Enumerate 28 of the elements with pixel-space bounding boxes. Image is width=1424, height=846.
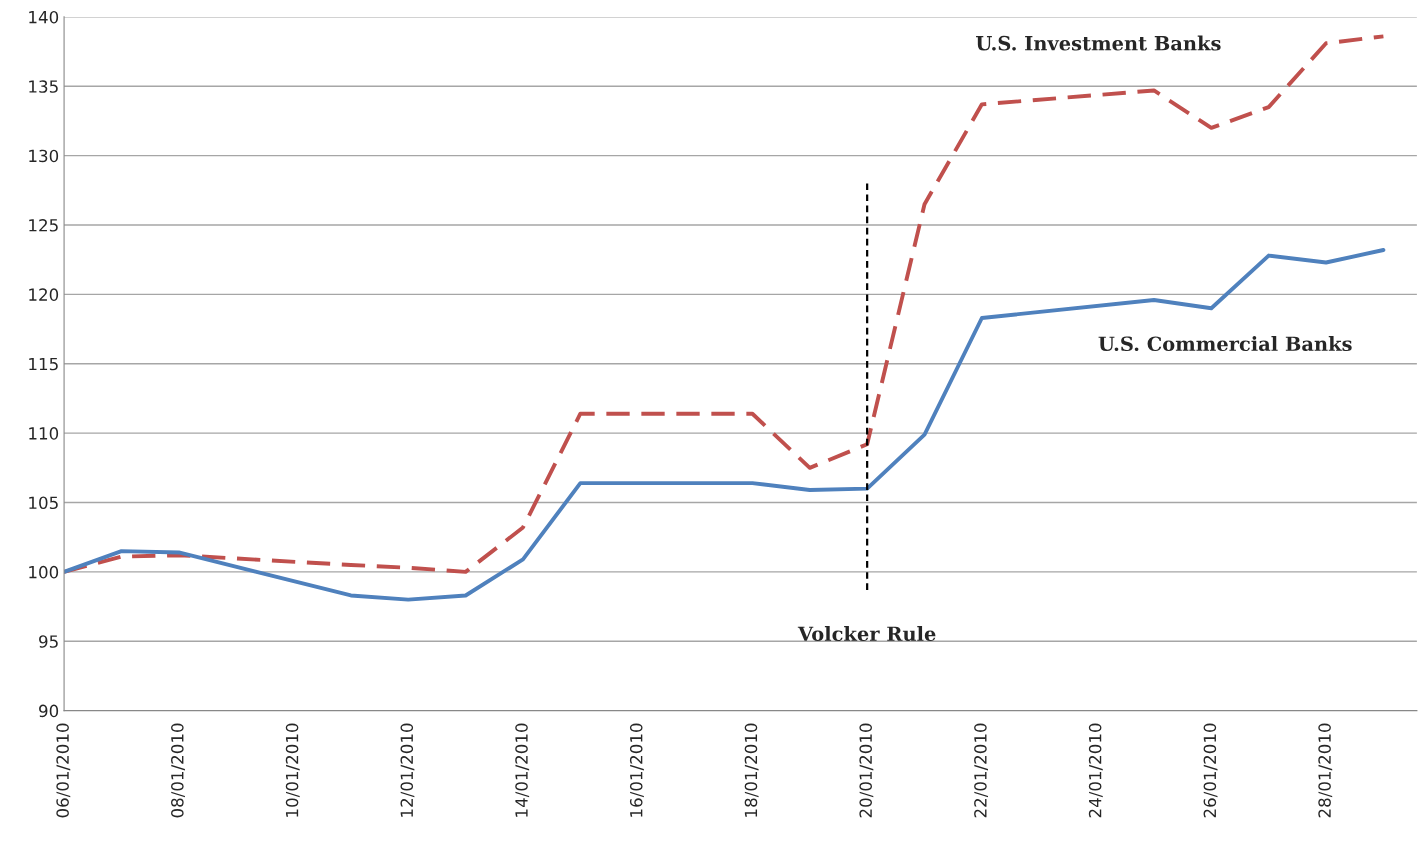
- x-tick-label: 10/01/2010: [285, 723, 300, 817]
- x-tick-label: 22/01/2010: [974, 723, 989, 818]
- x-tick-label: 26/01/2010: [1203, 723, 1218, 818]
- x-tick-label: 28/01/2010: [1318, 723, 1333, 818]
- x-tick-label: 16/01/2010: [629, 723, 644, 817]
- y-tick-label: 125: [29, 219, 58, 232]
- y-tick-label: 110: [29, 427, 59, 440]
- x-tick-label: 20/01/2010: [859, 723, 874, 818]
- line-series: [64, 248, 1386, 602]
- x-tick-label: 18/01/2010: [744, 723, 759, 817]
- y-tick-label: 100: [29, 565, 59, 579]
- text: Volcker Rule: [797, 626, 936, 642]
- y-tick-label: 135: [29, 80, 58, 93]
- y-tick-label: 95: [39, 635, 58, 648]
- y-tick-label: 120: [29, 288, 59, 301]
- x-tick-label: 12/01/2010: [400, 723, 415, 817]
- series-label: U.S. Commercial Banks: [1098, 336, 1352, 352]
- x-tick-label: 24/01/2010: [1088, 723, 1103, 818]
- y-tick-label: 105: [29, 496, 58, 510]
- y-tick-label: 90: [39, 704, 59, 718]
- y-tick-label: 140: [29, 10, 59, 24]
- y-tick-label: 130: [29, 149, 59, 163]
- x-tick-label: 08/01/2010: [171, 723, 185, 818]
- y-tick-label: 115: [29, 357, 58, 371]
- x-tick-label: 14/01/2010: [515, 723, 530, 817]
- text: U.S. Investment Banks: [976, 35, 1221, 51]
- x-tick-label: 06/01/2010: [56, 723, 71, 818]
- line-series: [64, 34, 1386, 574]
